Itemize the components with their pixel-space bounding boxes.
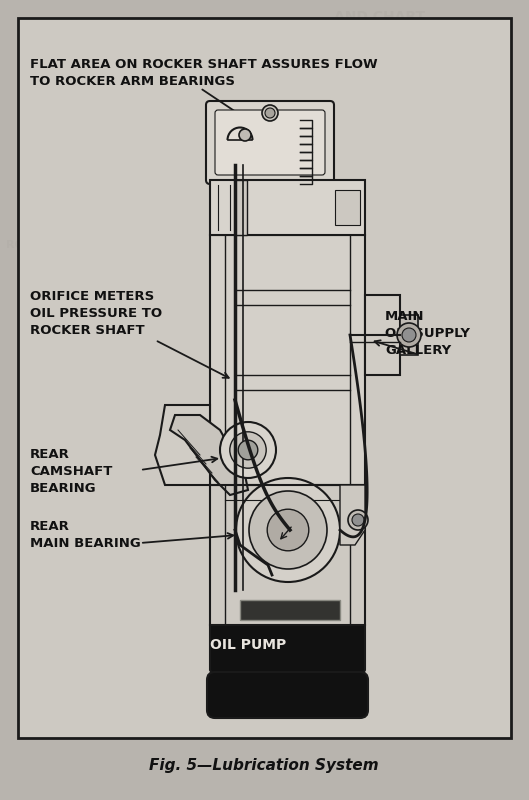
Text: TO ROCKER ARM BEARINGS: TO ROCKER ARM BEARINGS — [30, 75, 235, 88]
Bar — [235, 180, 247, 235]
Text: MAIN BEARING: MAIN BEARING — [30, 537, 141, 550]
Circle shape — [262, 105, 278, 121]
Circle shape — [265, 108, 275, 118]
Circle shape — [352, 514, 364, 526]
FancyBboxPatch shape — [215, 110, 325, 175]
Text: WIRING DIAGRAM: WIRING DIAGRAM — [175, 22, 353, 40]
Text: FLAT AREA ON ROCKER SHAFT ASSURES FLOW: FLAT AREA ON ROCKER SHAFT ASSURES FLOW — [30, 58, 378, 71]
Circle shape — [267, 509, 309, 550]
Bar — [240, 600, 340, 620]
Polygon shape — [170, 415, 248, 495]
Bar — [335, 190, 360, 225]
Text: GALLERY: GALLERY — [385, 344, 451, 357]
Circle shape — [236, 478, 340, 582]
FancyBboxPatch shape — [207, 672, 368, 718]
Circle shape — [397, 323, 421, 347]
Polygon shape — [210, 625, 365, 687]
Text: OIL SUPPLY: OIL SUPPLY — [385, 327, 470, 340]
Text: Fig. 5—Lubrication System: Fig. 5—Lubrication System — [149, 758, 379, 773]
Text: OIL PRESSURE TO: OIL PRESSURE TO — [30, 307, 162, 320]
Text: AND CHART: AND CHART — [334, 10, 425, 24]
Text: REAR: REAR — [30, 448, 70, 461]
Text: BEARING: BEARING — [30, 482, 97, 495]
Bar — [210, 235, 365, 485]
Text: ROCKER REAR: ROCKER REAR — [6, 240, 94, 250]
Circle shape — [238, 440, 258, 460]
Text: OIL PUMP: OIL PUMP — [210, 638, 286, 652]
Bar — [210, 180, 365, 235]
Text: REAR: REAR — [30, 520, 70, 533]
FancyBboxPatch shape — [206, 101, 334, 184]
Bar — [365, 295, 400, 375]
Text: GALLERY RY EW: GALLERY RY EW — [284, 300, 396, 313]
Circle shape — [230, 432, 266, 468]
Circle shape — [220, 422, 276, 478]
Text: CAMSHAFT: CAMSHAFT — [30, 465, 112, 478]
Circle shape — [249, 491, 327, 569]
Circle shape — [239, 129, 251, 141]
Text: ROCKER SHAFT: ROCKER SHAFT — [30, 324, 144, 337]
Circle shape — [348, 510, 368, 530]
Bar — [400, 315, 418, 355]
Polygon shape — [340, 485, 365, 545]
Circle shape — [402, 328, 416, 342]
Text: ORIFICE METERS: ORIFICE METERS — [30, 290, 154, 303]
Polygon shape — [155, 405, 210, 485]
Text: MAIN: MAIN — [385, 310, 424, 323]
